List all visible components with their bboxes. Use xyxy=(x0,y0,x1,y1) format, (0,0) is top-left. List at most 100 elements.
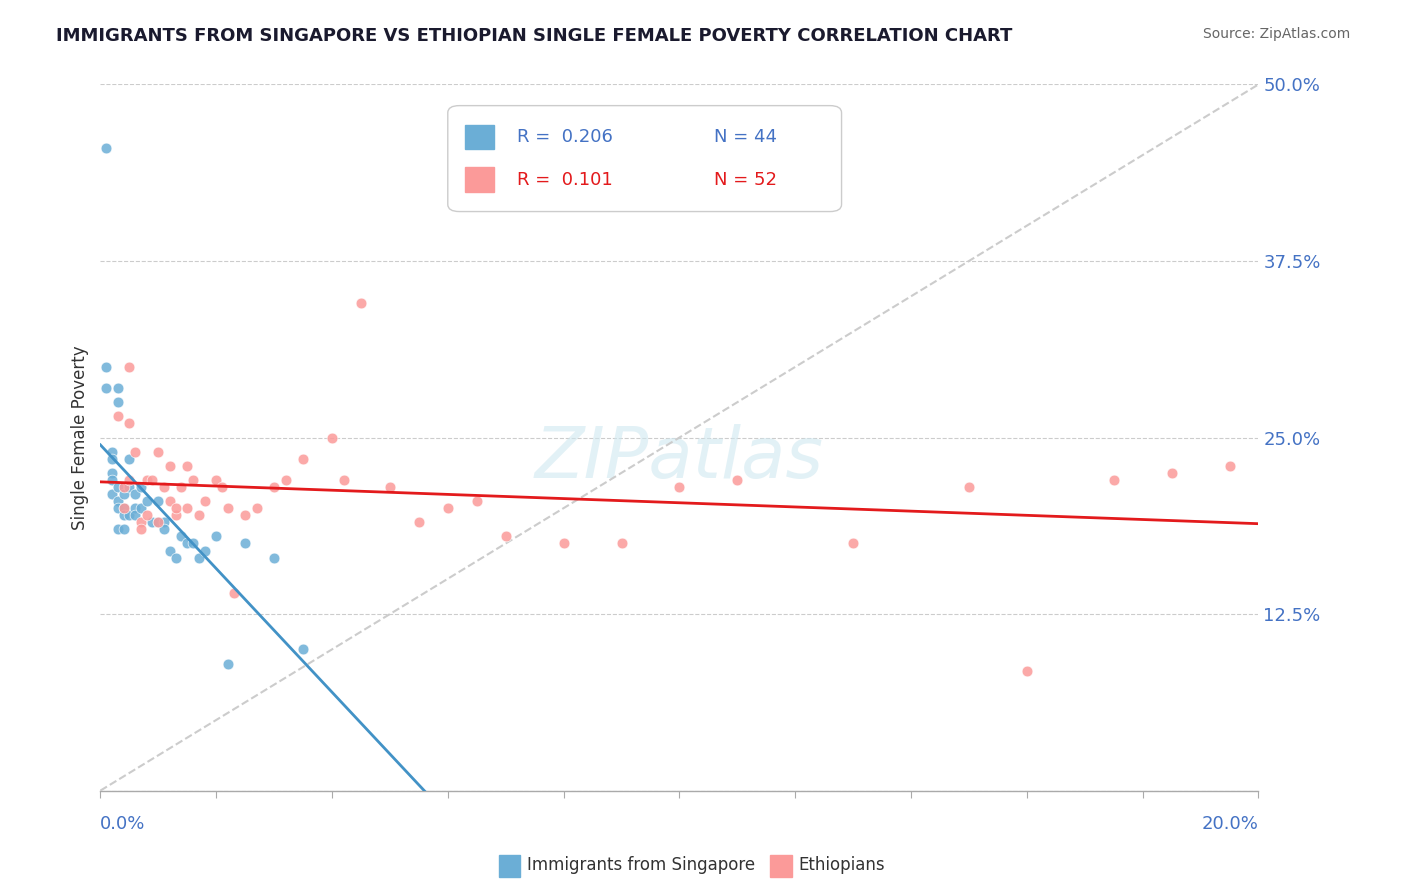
Point xyxy=(165,501,187,516)
Point xyxy=(101,473,124,487)
Text: N = 52: N = 52 xyxy=(714,170,778,189)
Point xyxy=(124,444,146,458)
Point xyxy=(159,458,181,473)
Point xyxy=(118,417,141,431)
Point xyxy=(465,494,488,508)
Point xyxy=(129,480,152,494)
Point xyxy=(101,466,124,480)
Point xyxy=(118,480,141,494)
Point xyxy=(222,586,245,600)
Point xyxy=(668,480,690,494)
Point xyxy=(194,494,217,508)
Point xyxy=(263,550,285,565)
Point xyxy=(159,543,181,558)
Text: Immigrants from Singapore: Immigrants from Singapore xyxy=(527,856,755,874)
Point xyxy=(118,508,141,523)
Point xyxy=(135,494,157,508)
Point xyxy=(292,642,315,657)
Point xyxy=(118,473,141,487)
Point xyxy=(187,508,209,523)
Point xyxy=(181,536,204,550)
Point xyxy=(495,529,517,543)
Bar xyxy=(465,167,494,192)
Point xyxy=(148,516,170,530)
Point xyxy=(124,487,146,501)
Point xyxy=(246,501,269,516)
Bar xyxy=(465,125,494,149)
Point xyxy=(101,444,124,458)
Point xyxy=(292,451,315,466)
Point xyxy=(153,480,176,494)
Point xyxy=(725,473,748,487)
Point xyxy=(217,501,239,516)
Y-axis label: Single Female Poverty: Single Female Poverty xyxy=(72,345,89,530)
Point xyxy=(194,543,217,558)
Point xyxy=(112,501,135,516)
Point xyxy=(107,381,129,395)
Point xyxy=(170,529,193,543)
Point xyxy=(148,444,170,458)
Point xyxy=(129,522,152,536)
Point xyxy=(553,536,575,550)
Point xyxy=(176,501,198,516)
Point xyxy=(159,494,181,508)
Text: Ethiopians: Ethiopians xyxy=(799,856,886,874)
Point xyxy=(101,487,124,501)
Point xyxy=(112,487,135,501)
Point xyxy=(118,359,141,374)
Point xyxy=(129,516,152,530)
Point xyxy=(148,516,170,530)
Point xyxy=(118,451,141,466)
Point xyxy=(94,381,117,395)
Text: Source: ZipAtlas.com: Source: ZipAtlas.com xyxy=(1202,27,1350,41)
Point xyxy=(107,395,129,409)
Text: 0.0%: 0.0% xyxy=(100,815,146,833)
Point xyxy=(112,522,135,536)
Point xyxy=(957,480,980,494)
Point xyxy=(153,522,176,536)
Point xyxy=(1015,664,1038,678)
Point xyxy=(124,501,146,516)
Point xyxy=(187,550,209,565)
Point xyxy=(129,501,152,516)
Point xyxy=(176,536,198,550)
Text: IMMIGRANTS FROM SINGAPORE VS ETHIOPIAN SINGLE FEMALE POVERTY CORRELATION CHART: IMMIGRANTS FROM SINGAPORE VS ETHIOPIAN S… xyxy=(56,27,1012,45)
Point xyxy=(101,451,124,466)
Point xyxy=(378,480,401,494)
Point xyxy=(170,480,193,494)
Point xyxy=(94,141,117,155)
Point xyxy=(842,536,865,550)
Point xyxy=(610,536,633,550)
Point xyxy=(135,508,157,523)
Point xyxy=(165,550,187,565)
Point xyxy=(1218,458,1240,473)
Text: ZIPatlas: ZIPatlas xyxy=(534,425,824,493)
Text: R =  0.101: R = 0.101 xyxy=(517,170,613,189)
Point xyxy=(112,508,135,523)
Point xyxy=(321,431,343,445)
Point xyxy=(1160,466,1182,480)
Point xyxy=(263,480,285,494)
Point xyxy=(112,480,135,494)
Point xyxy=(233,508,256,523)
Point xyxy=(217,657,239,671)
Bar xyxy=(499,855,520,877)
Text: R =  0.206: R = 0.206 xyxy=(517,128,613,146)
Point xyxy=(211,480,233,494)
Point xyxy=(107,522,129,536)
Point xyxy=(112,501,135,516)
Point xyxy=(141,473,163,487)
Bar xyxy=(770,855,792,877)
Point xyxy=(107,480,129,494)
Point xyxy=(274,473,297,487)
Point xyxy=(1102,473,1125,487)
Point xyxy=(165,508,187,523)
Point xyxy=(107,409,129,424)
Point xyxy=(107,501,129,516)
Point xyxy=(107,494,129,508)
Point xyxy=(332,473,354,487)
Point xyxy=(436,501,458,516)
Point xyxy=(153,516,176,530)
Point xyxy=(205,529,228,543)
Text: N = 44: N = 44 xyxy=(714,128,778,146)
